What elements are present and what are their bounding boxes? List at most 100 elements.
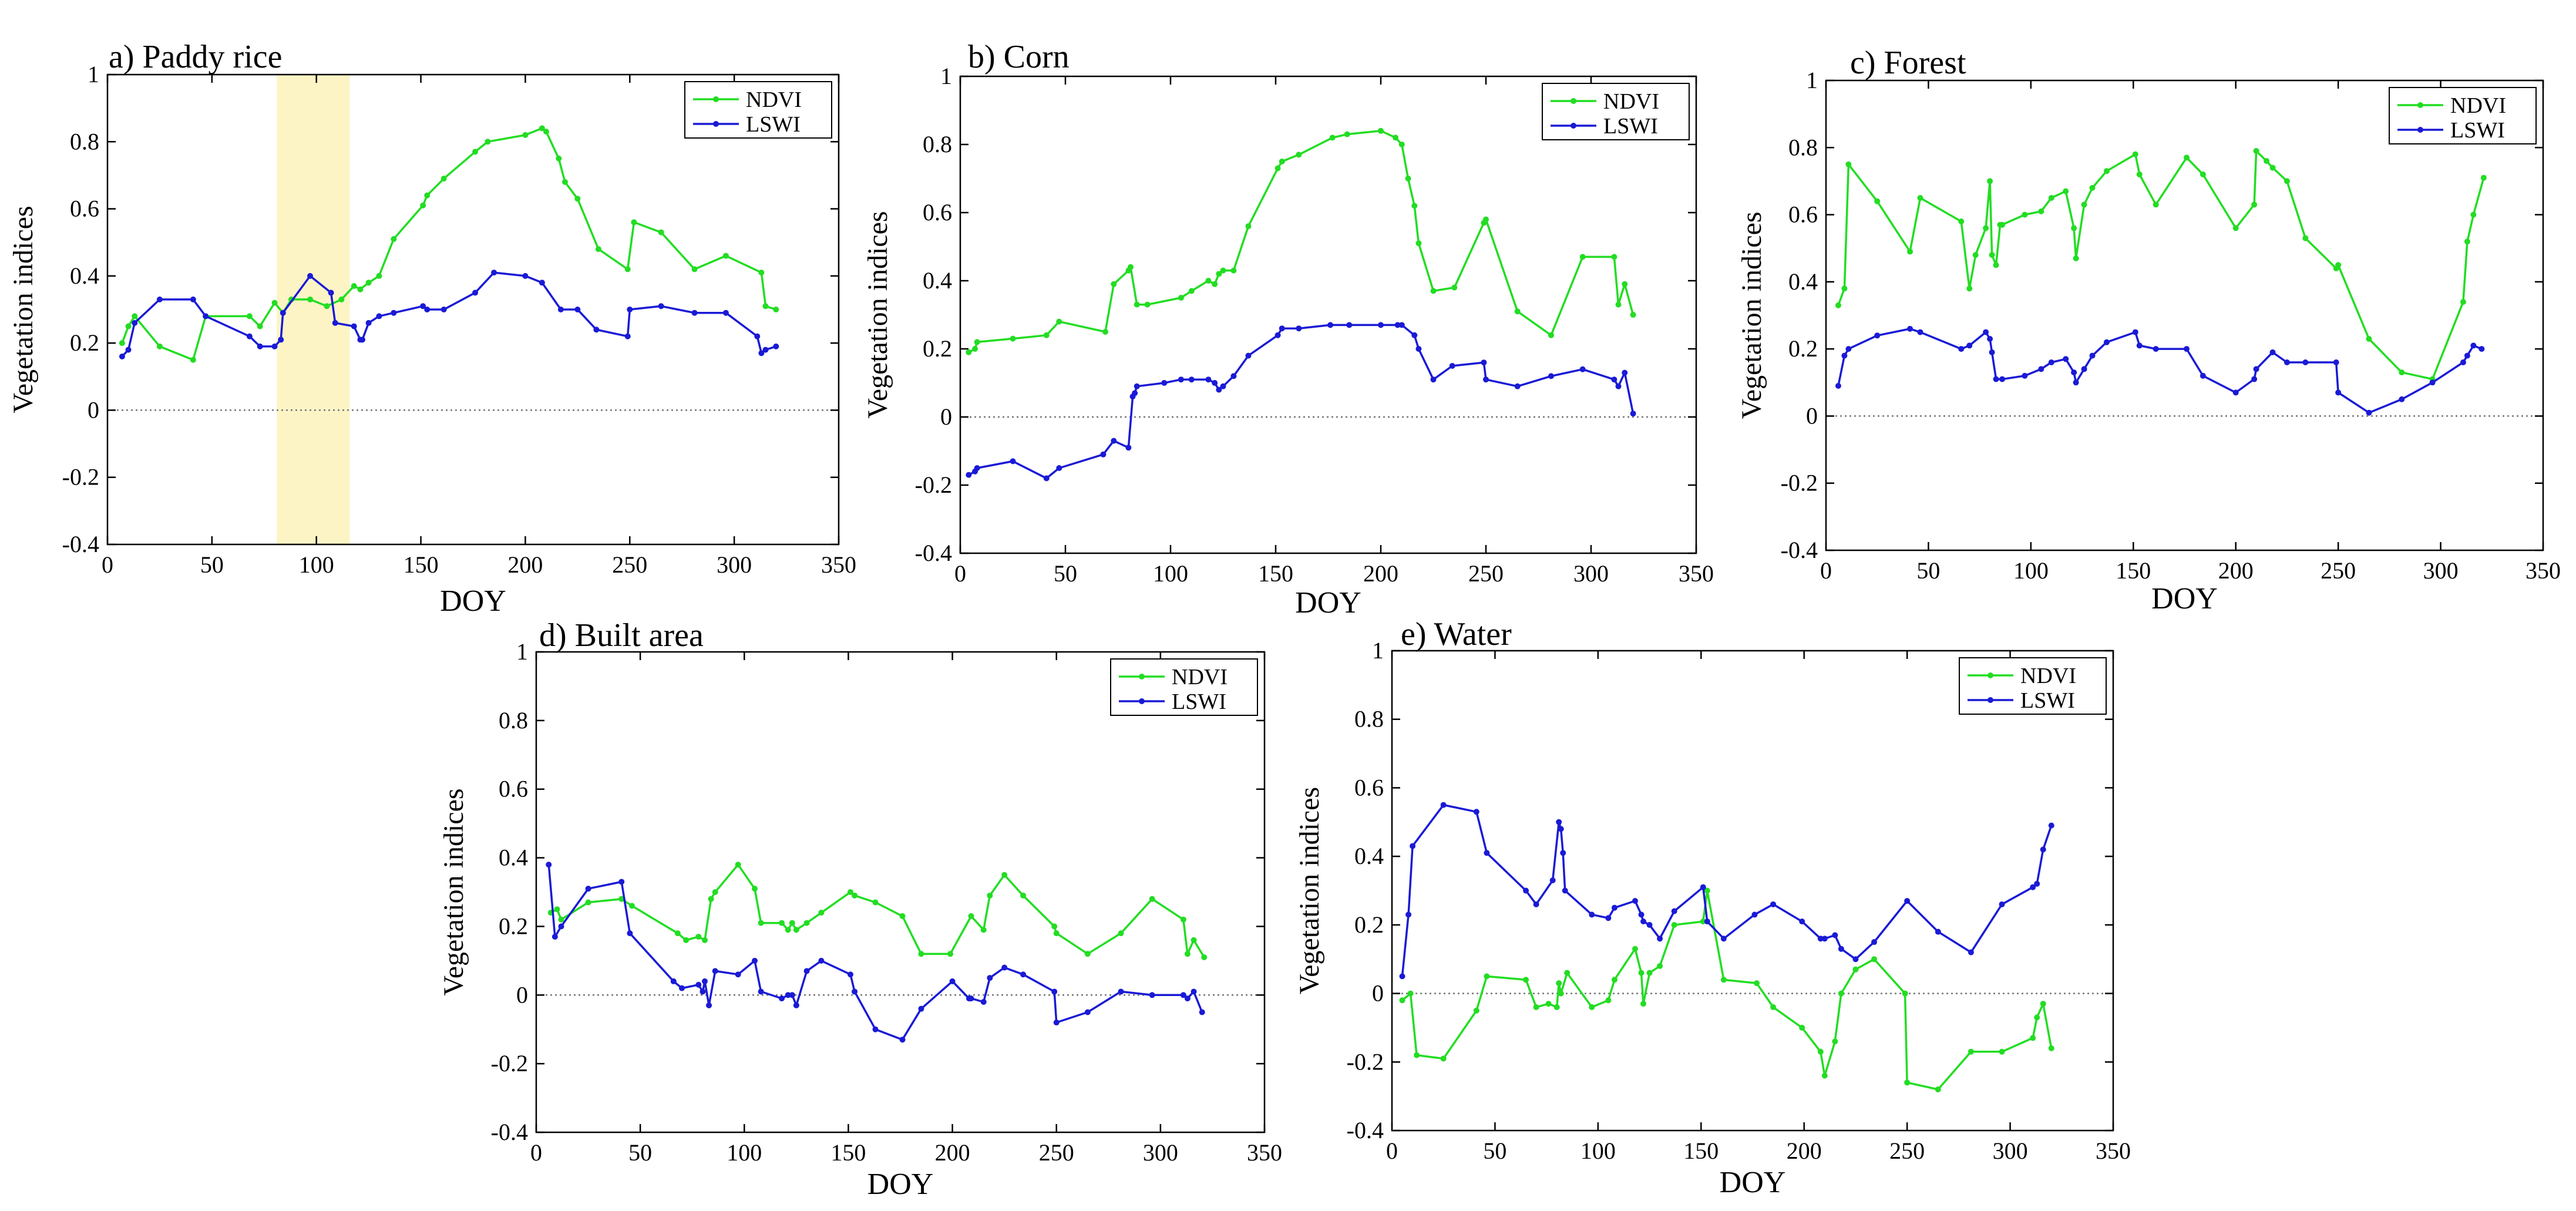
data-point-ndvi bbox=[1180, 916, 1186, 923]
data-point-ndvi bbox=[966, 349, 972, 355]
data-point-lswi bbox=[257, 343, 263, 349]
data-point-ndvi bbox=[683, 937, 690, 943]
data-point-lswi bbox=[2136, 342, 2143, 349]
x-tick-label: 0 bbox=[1820, 557, 1832, 584]
data-point-lswi bbox=[1440, 802, 1447, 808]
data-point-lswi bbox=[551, 933, 558, 940]
data-point-ndvi bbox=[1484, 973, 1490, 980]
data-point-ndvi bbox=[190, 356, 196, 363]
plot-frame bbox=[1391, 650, 2114, 1132]
data-point-ndvi bbox=[1630, 312, 1636, 318]
data-point-ndvi bbox=[1838, 990, 1844, 997]
data-point-ndvi bbox=[847, 889, 853, 895]
data-point-ndvi bbox=[1987, 178, 1993, 184]
data-point-lswi bbox=[695, 981, 702, 988]
data-point-ndvi bbox=[1640, 1001, 1647, 1007]
data-point-lswi bbox=[1473, 809, 1479, 815]
data-point-lswi bbox=[1053, 1020, 1060, 1026]
data-point-ndvi bbox=[1720, 977, 1727, 983]
data-point-lswi bbox=[1001, 964, 1008, 971]
data-point-ndvi bbox=[818, 910, 825, 916]
data-point-ndvi bbox=[758, 920, 764, 926]
data-point-lswi bbox=[1817, 936, 1824, 942]
x-tick-label: 250 bbox=[1889, 1138, 1925, 1164]
x-axis-label: DOY bbox=[867, 1168, 934, 1201]
data-point-ndvi bbox=[1835, 302, 1841, 308]
data-point-lswi bbox=[2399, 396, 2405, 402]
data-point-lswi bbox=[522, 273, 529, 279]
data-point-lswi bbox=[1558, 826, 1564, 832]
data-point-lswi bbox=[2333, 359, 2339, 365]
data-point-ndvi bbox=[974, 339, 980, 345]
y-tick-label: 0 bbox=[1372, 980, 1384, 1007]
data-point-ndvi bbox=[712, 889, 718, 895]
data-point-lswi bbox=[424, 307, 431, 312]
data-point-lswi bbox=[1118, 988, 1124, 995]
legend-label-ndvi: NDVI bbox=[1172, 665, 1228, 689]
data-point-ndvi bbox=[2103, 168, 2110, 174]
data-point-ndvi bbox=[2480, 174, 2487, 181]
data-point-lswi bbox=[1835, 383, 1841, 389]
data-point-ndvi bbox=[1657, 963, 1663, 969]
data-point-lswi bbox=[1514, 383, 1521, 389]
data-point-lswi bbox=[2232, 389, 2239, 396]
data-point-ndvi bbox=[2030, 1035, 2036, 1041]
data-point-ndvi bbox=[2071, 225, 2077, 231]
series-line-lswi bbox=[547, 864, 1203, 1041]
x-tick-label: 200 bbox=[1787, 1138, 1822, 1164]
y-axis-label: Vegetation indices bbox=[438, 788, 469, 995]
data-point-ndvi bbox=[1274, 165, 1281, 171]
data-point-lswi bbox=[2089, 352, 2096, 359]
data-point-lswi bbox=[691, 310, 698, 316]
data-point-lswi bbox=[627, 307, 633, 312]
data-point-ndvi bbox=[1548, 332, 1554, 338]
data-point-lswi bbox=[557, 307, 564, 312]
data-point-ndvi bbox=[1832, 1038, 1838, 1045]
x-tick-label: 250 bbox=[1468, 560, 1504, 587]
series-line-ndvi bbox=[1401, 889, 2053, 1091]
data-point-lswi bbox=[1983, 329, 1989, 335]
panel-title: c) Forest bbox=[1850, 45, 1966, 81]
y-tick-label: 0.2 bbox=[1354, 911, 1384, 938]
y-tick-label: 0.4 bbox=[70, 263, 99, 289]
legend-marker-ndvi bbox=[2417, 102, 2423, 108]
data-point-lswi bbox=[1579, 366, 1586, 372]
data-point-lswi bbox=[1632, 898, 1639, 904]
data-point-ndvi bbox=[708, 896, 714, 902]
data-point-ndvi bbox=[324, 303, 330, 310]
data-point-ndvi bbox=[722, 253, 729, 259]
data-point-lswi bbox=[706, 1002, 712, 1008]
x-tick-label: 150 bbox=[1683, 1138, 1719, 1164]
data-point-lswi bbox=[2022, 372, 2028, 379]
data-point-ndvi bbox=[2132, 151, 2138, 157]
data-point-ndvi bbox=[2040, 1001, 2046, 1007]
x-tick-label: 100 bbox=[1580, 1138, 1616, 1164]
data-point-lswi bbox=[1720, 936, 1727, 942]
data-point-ndvi bbox=[987, 892, 993, 899]
data-point-lswi bbox=[307, 273, 314, 279]
data-point-ndvi bbox=[1799, 1024, 1805, 1031]
x-tick-label: 200 bbox=[507, 551, 543, 578]
data-point-lswi bbox=[1205, 376, 1212, 383]
legend-marker-ndvi bbox=[1571, 98, 1576, 104]
plot-frame bbox=[535, 651, 1266, 1133]
data-point-lswi bbox=[722, 310, 729, 316]
data-point-ndvi bbox=[556, 155, 562, 162]
data-point-ndvi bbox=[899, 913, 906, 919]
x-axis-label: DOY bbox=[1720, 1166, 1786, 1199]
data-point-lswi bbox=[779, 995, 785, 1002]
data-point-ndvi bbox=[1201, 954, 1208, 961]
data-point-ndvi bbox=[365, 280, 372, 286]
data-point-ndvi bbox=[1415, 240, 1422, 247]
data-point-ndvi bbox=[2081, 201, 2087, 208]
data-point-lswi bbox=[773, 343, 779, 349]
data-point-ndvi bbox=[1589, 1004, 1595, 1010]
data-point-lswi bbox=[2302, 359, 2309, 365]
data-point-lswi bbox=[1700, 884, 1706, 890]
data-point-ndvi bbox=[1605, 997, 1612, 1004]
data-point-ndvi bbox=[872, 899, 879, 906]
data-point-lswi bbox=[1191, 988, 1197, 995]
data-point-ndvi bbox=[1111, 281, 1117, 287]
